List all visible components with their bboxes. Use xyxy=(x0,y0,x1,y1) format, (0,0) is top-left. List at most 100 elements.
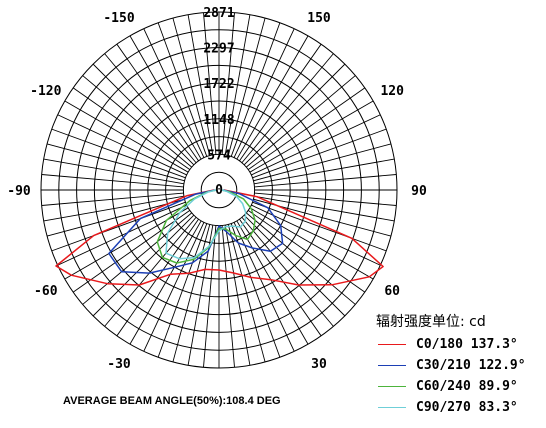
angle-label: -150 xyxy=(103,11,134,26)
angle-label: 120 xyxy=(380,84,404,99)
grid-spoke xyxy=(172,17,211,156)
grid-spoke xyxy=(157,22,208,157)
grid-spoke xyxy=(236,35,309,160)
grid-spoke xyxy=(249,207,374,280)
angle-label: 60 xyxy=(384,284,400,299)
grid-spoke xyxy=(82,75,193,168)
grid-spoke xyxy=(143,28,205,158)
grid-spoke xyxy=(254,174,397,188)
grid-spoke xyxy=(221,12,235,155)
legend-beam-c60: 89.9° xyxy=(478,379,518,394)
grid-spoke xyxy=(57,114,187,176)
grid-spoke xyxy=(249,100,374,173)
grid-spoke xyxy=(227,17,266,156)
angle-label: -30 xyxy=(107,357,131,372)
radial-tick-label: 1148 xyxy=(203,113,234,128)
grid-spoke xyxy=(143,222,205,352)
grid-spoke xyxy=(254,192,397,206)
center-zero-label: 0 xyxy=(215,183,223,198)
grid-spoke xyxy=(51,201,186,252)
grid-spoke xyxy=(252,201,387,252)
grid-spoke xyxy=(72,87,191,170)
legend-name-c90: C90/270 xyxy=(416,400,471,415)
grid-spoke xyxy=(187,14,214,156)
radial-tick-label: 574 xyxy=(207,148,231,163)
grid-spoke xyxy=(247,87,366,170)
angle-label: 30 xyxy=(311,357,327,372)
grid-spoke xyxy=(104,216,197,327)
grid-spoke xyxy=(104,53,197,164)
grid-spoke xyxy=(43,195,185,222)
grid-spoke xyxy=(243,63,346,166)
chart-labels: 574 1148 1722 2297 2871 0 -150 150 -120 120 -90 90 -… xyxy=(7,6,427,372)
legend-name-c30: C30/210 xyxy=(416,358,471,373)
intensity-curves xyxy=(55,189,384,286)
grid-spoke xyxy=(252,128,387,179)
grid-spoke xyxy=(116,43,199,162)
beam-angle-note: AVERAGE BEAM ANGLE(50%):108.4 DEG xyxy=(63,395,281,407)
legend: C0/180 137.3° C30/210 122.9° C60/240 89.… xyxy=(378,334,526,418)
legend-item-c60: C60/240 89.9° xyxy=(378,376,526,397)
grid-spoke xyxy=(241,216,334,327)
grid-spoke xyxy=(253,158,395,185)
grid-spoke xyxy=(172,224,211,363)
legend-name-c0: C0/180 xyxy=(416,337,463,352)
grid-spoke xyxy=(157,223,208,358)
grid-ring xyxy=(200,171,238,209)
series-curve-c0-180 xyxy=(55,189,384,286)
radial-tick-label: 1722 xyxy=(203,77,234,92)
legend-item-c90: C90/270 83.3° xyxy=(378,397,526,418)
grid-spoke xyxy=(51,128,186,179)
grid-spoke xyxy=(116,218,199,337)
grid-spoke xyxy=(230,22,281,157)
legend-item-c30: C30/210 122.9° xyxy=(378,355,526,376)
grid-spoke xyxy=(233,222,295,352)
grid-spoke xyxy=(221,225,235,368)
grid-spoke xyxy=(203,225,217,368)
grid-spoke xyxy=(64,100,189,173)
legend-swatch-c30 xyxy=(378,365,406,366)
grid-spoke xyxy=(230,223,281,358)
grid-spoke xyxy=(57,204,187,266)
legend-item-c0: C0/180 137.3° xyxy=(378,334,526,355)
grid-spoke xyxy=(46,198,185,237)
grid-spoke xyxy=(203,12,217,155)
grid-spoke xyxy=(227,224,266,363)
grid-spoke xyxy=(224,14,251,156)
grid-spoke xyxy=(245,212,356,305)
legend-name-c60: C60/240 xyxy=(416,379,471,394)
grid-spoke xyxy=(129,35,202,160)
grid-spoke xyxy=(251,114,381,176)
grid-spoke xyxy=(82,212,193,305)
radial-tick-label: 2297 xyxy=(203,42,234,57)
grid-spoke xyxy=(92,63,195,166)
grid-spoke xyxy=(245,75,356,168)
grid-spoke xyxy=(41,192,184,206)
grid-spoke xyxy=(236,220,309,345)
grid-spoke xyxy=(239,218,322,337)
grid-spoke xyxy=(253,143,392,182)
grid-spoke xyxy=(92,214,195,317)
legend-beam-c0: 137.3° xyxy=(470,337,518,352)
grid-spoke xyxy=(239,43,322,162)
grid-spoke xyxy=(243,214,346,317)
grid-spoke xyxy=(43,158,185,185)
angle-label: -120 xyxy=(30,84,61,99)
angle-label: -90 xyxy=(7,184,31,199)
unit-label: 辐射强度单位: cd xyxy=(376,314,486,330)
series-curve-c60-240 xyxy=(156,189,256,264)
grid-spoke xyxy=(72,210,191,293)
grid-spoke xyxy=(251,204,381,266)
legend-swatch-c90 xyxy=(378,407,406,408)
legend-beam-c90: 83.3° xyxy=(478,400,518,415)
legend-beam-c30: 122.9° xyxy=(478,358,526,373)
series-curve-c90-270 xyxy=(165,189,247,260)
grid-spoke xyxy=(129,220,202,345)
grid-spoke xyxy=(224,224,251,366)
legend-swatch-c0 xyxy=(378,344,406,345)
series-curve-c30-210 xyxy=(108,189,284,274)
grid-spoke xyxy=(241,53,334,164)
grid-spoke xyxy=(247,210,366,293)
angle-label: 150 xyxy=(307,11,331,26)
